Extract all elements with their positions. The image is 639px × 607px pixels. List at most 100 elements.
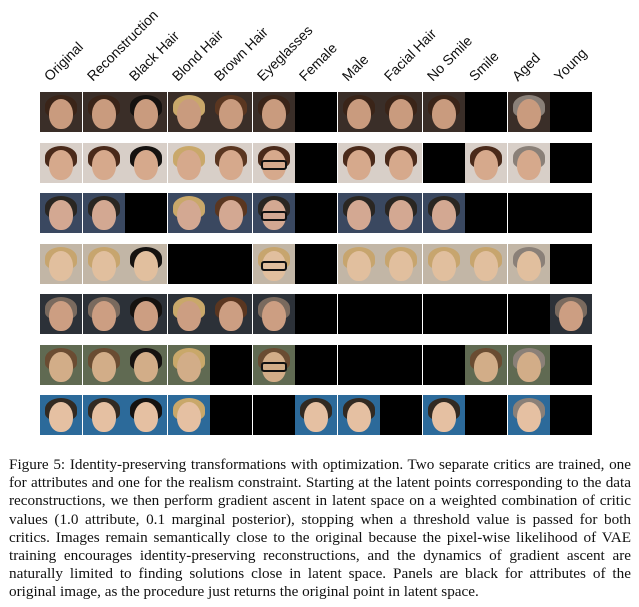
face [474,250,498,281]
image-panel [550,344,592,385]
column-label-original: Original [40,38,87,84]
image-panel [337,92,380,132]
image-panel [337,193,380,233]
face [261,250,286,281]
face [559,301,583,331]
face [134,99,158,129]
image-panel [337,243,380,284]
face [261,99,286,129]
image-panel [337,395,380,435]
face [49,301,73,331]
face [474,149,498,180]
figure-5: Original Reconstruction Black Hair Blond Ha… [40,6,592,435]
image-panel [125,92,167,132]
image-panel [167,92,210,132]
image-panel [422,193,465,233]
face [91,149,116,180]
face [431,99,456,129]
eyeglasses [260,362,287,373]
face [91,99,116,129]
image-panel [252,344,295,385]
image-panel [380,395,422,435]
column-label-young: Young [550,44,590,84]
image-panel [380,92,422,132]
image-panel [465,395,507,435]
image-panel [550,395,592,435]
image-panel [507,92,550,132]
image-panel [507,243,550,284]
image-panel [167,344,210,385]
face [49,200,73,230]
image-panel [210,142,252,183]
image-panel [252,395,295,435]
image-panel [295,193,337,233]
image-panel [40,142,82,183]
image-panel [40,294,82,334]
image-panel [295,294,337,334]
image-panel [295,344,337,385]
image-panel [422,243,465,284]
image-panel [252,142,295,183]
face [431,402,456,432]
face [134,351,158,382]
image-panel [210,294,252,334]
face [134,301,158,331]
image-panel [337,344,380,385]
image-panel [167,243,210,284]
face [346,402,371,432]
face [49,402,73,432]
image-panel [295,395,337,435]
face [176,99,201,129]
image-panel [465,344,507,385]
face [176,402,201,432]
face [176,200,201,230]
face [219,149,243,180]
face [91,200,116,230]
eyeglasses [260,210,287,221]
face [49,149,73,180]
face [91,250,116,281]
face [219,200,243,230]
column-label-smile: Smile [465,47,502,84]
image-panel [167,193,210,233]
face [176,351,201,382]
image-panel [125,294,167,334]
image-panel [337,294,380,334]
image-panel [380,142,422,183]
face [134,402,158,432]
image-panel [210,243,252,284]
face [134,149,158,180]
image-panel [507,193,550,233]
image-panel [550,92,592,132]
image-panel [82,142,125,183]
image-panel [40,92,82,132]
image-panel [507,294,550,334]
image-panel [210,92,252,132]
image-panel [422,142,465,183]
face [389,99,413,129]
face [389,200,413,230]
face [431,250,456,281]
column-label-reconstruction: Reconstruction [83,6,161,84]
image-panel [82,92,125,132]
face [389,149,413,180]
image-panel [40,344,82,385]
image-panel [40,193,82,233]
face [261,351,286,382]
image-panel [295,142,337,183]
face [261,149,286,180]
image-panel [380,344,422,385]
column-label-male: Male [338,51,371,84]
image-panel [465,243,507,284]
face [91,402,116,432]
image-panel [125,243,167,284]
image-panel [507,344,550,385]
image-panel [252,243,295,284]
face [219,301,243,331]
image-panel [82,294,125,334]
image-panel [167,395,210,435]
figure-caption: Figure 5: Identity-preserving transforma… [9,456,631,601]
image-panel [422,294,465,334]
face [176,301,201,331]
image-panel [125,193,167,233]
